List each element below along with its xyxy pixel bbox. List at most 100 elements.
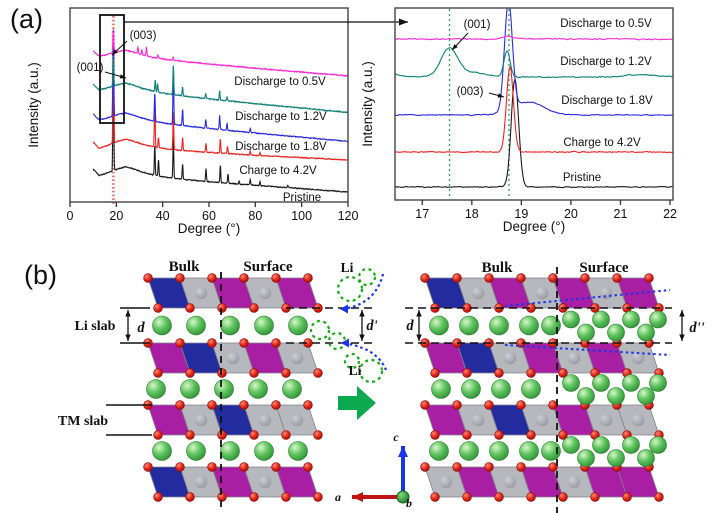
c-axis-label: c	[393, 430, 399, 444]
curve-label: Discharge to 0.5V	[234, 76, 326, 88]
crystal-axes-icon: a b c	[335, 430, 412, 510]
tm-atom	[439, 475, 453, 489]
li-atom	[220, 315, 240, 336]
tm-atom	[194, 413, 208, 427]
oxygen-atom	[612, 273, 622, 283]
li-atom	[254, 315, 274, 336]
tm-atom	[535, 286, 549, 300]
li-atom-inserted	[562, 436, 580, 454]
oxygen-atom	[303, 462, 313, 472]
annotation-arrow-head-icon	[119, 74, 126, 79]
oxygen-atom	[558, 492, 568, 502]
oxygen-atom	[217, 303, 227, 313]
li-ion-dotted-circle	[327, 331, 347, 351]
x-axis: 17 18 19 20 21 22	[415, 200, 677, 221]
li-atom-inserted	[637, 323, 655, 342]
zoom-connector-arrow-head-icon	[399, 18, 408, 26]
oxygen-atom	[420, 400, 430, 410]
li-atom	[282, 379, 302, 399]
oxygen-atom	[217, 430, 227, 440]
xrd-curve-discharge-to-1-8v	[395, 8, 673, 117]
oxygen-atom	[153, 430, 163, 440]
x-tick-label: 100	[291, 209, 312, 223]
oxygen-atom	[313, 492, 323, 502]
oxygen-atom	[548, 400, 558, 410]
oxygen-atom	[303, 273, 313, 283]
xrd-curves	[92, 29, 348, 194]
x-tick-label: 22	[663, 207, 677, 221]
tm-atom	[471, 286, 485, 300]
tm-atom	[503, 475, 517, 489]
oxygen-atom	[526, 430, 536, 440]
li-ion-label: Li	[349, 363, 362, 378]
oxygen-atom	[580, 273, 590, 283]
li-atom	[489, 315, 509, 336]
li-atom	[541, 315, 561, 336]
li-layer	[152, 315, 308, 336]
oxygen-atom	[217, 368, 227, 378]
structure-after-discharge: Bulk Surface	[420, 260, 667, 513]
oxygen-atom	[153, 303, 163, 313]
tm-atom	[226, 351, 240, 365]
region-header: Bulk	[482, 260, 514, 276]
annotation-arrow-head-icon	[497, 93, 504, 98]
dimension-annotations: Li slab TM slab d d' d d''	[58, 307, 705, 436]
li-layer	[429, 310, 667, 342]
x-tick-label: 60	[202, 209, 216, 223]
li-atom	[254, 441, 274, 461]
oxygen-atom	[207, 400, 217, 410]
peak-annotation: (003)	[130, 30, 157, 42]
annotation-arrow-head-icon	[452, 44, 458, 50]
oxygen-atom	[558, 368, 568, 378]
oxygen-atom	[654, 492, 664, 502]
li-atom-inserted	[577, 449, 595, 467]
peak-annotation: (001)	[464, 19, 491, 31]
li-atom	[521, 379, 541, 399]
xrd-curve-discharge-to-1-2v	[92, 56, 348, 114]
tm-slab-row	[420, 462, 664, 502]
y-axis-title: Intensity (a.u.)	[26, 62, 41, 148]
oxygen-atom	[452, 400, 462, 410]
d-spacing-arrow-head-icon	[125, 310, 131, 317]
li-atom	[461, 379, 481, 399]
curve-label: Discharge to 1.2V	[235, 111, 327, 123]
tm-slab-row	[420, 273, 664, 313]
oxygen-atom	[239, 273, 249, 283]
oxygen-atom	[420, 462, 430, 472]
li-atom	[459, 315, 479, 336]
tm-atom	[194, 286, 208, 300]
li-atom	[186, 441, 206, 461]
a-axis-arrow-head-icon	[352, 492, 363, 502]
x-tick-label: 120	[338, 209, 359, 223]
oxygen-atom	[175, 273, 185, 283]
d-spacing-label: d	[406, 318, 414, 334]
oxygen-atom	[143, 273, 153, 283]
li-atom	[489, 441, 509, 461]
x-axis: 0 20 40 60 80 100 120	[67, 202, 359, 223]
tm-atom	[290, 413, 304, 427]
li-layer	[146, 379, 302, 399]
panel-a-label: (a)	[10, 4, 43, 34]
li-atom	[180, 379, 200, 399]
li-ion-label: Li	[341, 260, 354, 275]
li-atom	[220, 441, 240, 461]
x-axis-title: Degree (°)	[178, 221, 240, 236]
panel-b-crystal-structures: Bulk Surface Bulk Surface Li slab TM slab d d' d…	[58, 259, 705, 513]
li-atom-inserted	[637, 387, 655, 405]
peak-annotation: (003)	[457, 86, 484, 98]
oxygen-atom	[484, 462, 494, 472]
c-axis-arrow-head-icon	[398, 446, 408, 457]
x-tick-label: 19	[514, 207, 528, 221]
oxygen-atom	[430, 492, 440, 502]
oxygen-atom	[207, 273, 217, 283]
oxygen-atom	[494, 430, 504, 440]
li-atom-inserted	[607, 449, 625, 467]
annotation-arrow-head-icon	[112, 49, 118, 55]
peak-annotation: (001)	[77, 62, 104, 74]
li-atom	[519, 441, 539, 461]
oxygen-atom	[153, 368, 163, 378]
d-spacing-label: d'	[366, 318, 377, 334]
li-atom	[152, 315, 172, 336]
d-spacing-arrow-head-icon	[359, 310, 365, 317]
